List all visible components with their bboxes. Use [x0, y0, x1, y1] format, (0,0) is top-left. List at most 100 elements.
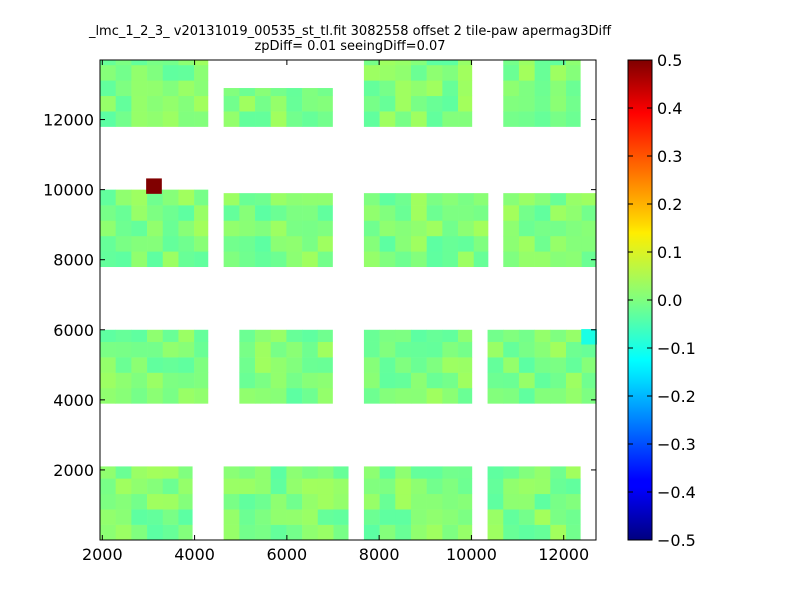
heatmap-cell — [115, 341, 132, 358]
heatmap-cell — [518, 193, 535, 206]
heatmap-cell — [395, 329, 412, 342]
heatmap-cell — [458, 372, 473, 389]
heatmap-cell — [379, 193, 396, 206]
heatmap-cell — [162, 111, 179, 127]
heatmap-cell — [518, 64, 535, 81]
heatmap-cell — [426, 387, 443, 404]
heatmap-cell — [255, 509, 272, 525]
heatmap-cell — [395, 205, 412, 221]
heatmap-cell — [178, 80, 195, 97]
heatmap-cell — [147, 60, 164, 66]
heatmap-cell — [239, 509, 256, 525]
heatmap-cell — [194, 95, 209, 112]
heatmap-cell — [194, 189, 209, 206]
heatmap-cell — [550, 341, 567, 358]
heatmap-cell — [239, 341, 256, 358]
heatmap-cell — [147, 205, 164, 221]
heatmap-cell — [363, 387, 380, 404]
heatmap-cell — [473, 251, 489, 268]
heatmap-cell — [550, 220, 567, 237]
heatmap-cell — [566, 493, 581, 510]
x-tick-label: 10000 — [446, 545, 497, 564]
heatmap-cell — [131, 80, 148, 97]
colorbar-tick-label: 0.3 — [657, 147, 682, 166]
heatmap-cell — [534, 329, 551, 342]
heatmap-cell — [379, 205, 396, 221]
heatmap-cell — [550, 329, 567, 342]
heatmap-cell — [100, 493, 116, 510]
heatmap-cell — [503, 60, 520, 66]
heatmap-cell — [223, 509, 240, 525]
heatmap-cell — [147, 341, 164, 358]
heatmap-cell — [426, 341, 443, 358]
heatmap-cell — [100, 341, 116, 358]
heatmap-cell — [503, 387, 520, 404]
heatmap-cell — [363, 64, 380, 81]
heatmap-cell — [194, 111, 209, 127]
heatmap-cell — [115, 60, 132, 66]
heatmap-cell — [379, 64, 396, 81]
heatmap-cell — [518, 111, 535, 127]
heatmap-cell — [223, 111, 240, 127]
heatmap-cell — [302, 524, 319, 541]
x-axis: 2000 4000 6000 8000 10000 12000 — [82, 60, 589, 564]
colorbar-tick-label: 0.5 — [657, 51, 682, 70]
heatmap-cell — [302, 509, 319, 525]
heatmap-cell — [550, 60, 567, 66]
heatmap-cell — [178, 478, 193, 495]
heatmap-cell — [518, 466, 535, 479]
heatmap-cell — [255, 235, 272, 252]
heatmap-cell — [566, 341, 582, 358]
heatmap-cell — [147, 372, 164, 389]
heatmap-cell — [239, 205, 256, 221]
heatmap-cell — [442, 329, 459, 342]
heatmap-cell — [566, 372, 582, 389]
heatmap-cell — [379, 220, 396, 237]
heatmap-cell — [503, 493, 520, 510]
heatmap-cell — [286, 235, 303, 252]
heatmap-cell — [178, 111, 195, 127]
heatmap-cell — [426, 80, 443, 97]
heatmap-cell — [270, 111, 287, 127]
colorbar-tick-label: −0.1 — [657, 339, 696, 358]
heatmap-cell — [162, 95, 179, 112]
heatmap-cell — [363, 372, 380, 389]
heatmap-cell — [395, 80, 412, 97]
heatmap-cell — [426, 329, 443, 342]
heatmap-cell — [131, 524, 148, 541]
colorbar-tick-label: −0.4 — [657, 483, 696, 502]
heatmap-cell — [410, 478, 427, 495]
heatmap-cell — [239, 466, 256, 479]
heatmap-cell — [178, 466, 193, 479]
heatmap-cell — [162, 493, 179, 510]
heatmap-cell — [410, 235, 427, 252]
heatmap-cell — [100, 372, 116, 389]
heatmap-cell — [239, 251, 256, 268]
heatmap-cell — [550, 235, 567, 252]
heatmap-cell — [581, 341, 597, 358]
heatmap-cell — [131, 205, 148, 221]
heatmap-cell — [270, 357, 287, 373]
heatmap-cell — [458, 95, 473, 112]
heatmap-cell — [194, 357, 209, 373]
heatmap-cell — [100, 80, 116, 97]
heatmap-cell — [566, 524, 581, 541]
heatmap-cell — [255, 205, 272, 221]
heatmap-cell — [518, 251, 535, 268]
heatmap-cell — [115, 329, 132, 342]
heatmap-cell — [270, 509, 287, 525]
heatmap-cell — [379, 251, 396, 268]
heatmap-cell — [162, 80, 179, 97]
heatmap-cell — [363, 493, 380, 510]
heatmap-cell — [255, 478, 272, 495]
heatmap-cell — [255, 329, 272, 342]
heatmap-cell — [131, 64, 148, 81]
heatmap-cell — [363, 235, 380, 252]
heatmap-cell — [317, 205, 333, 221]
heatmap-cell — [410, 80, 427, 97]
heatmap-cell — [458, 251, 475, 268]
heatmap-cell — [534, 509, 551, 525]
heatmap-cell — [255, 193, 272, 206]
heatmap-cell — [534, 524, 551, 541]
heatmap-cell — [317, 341, 333, 358]
